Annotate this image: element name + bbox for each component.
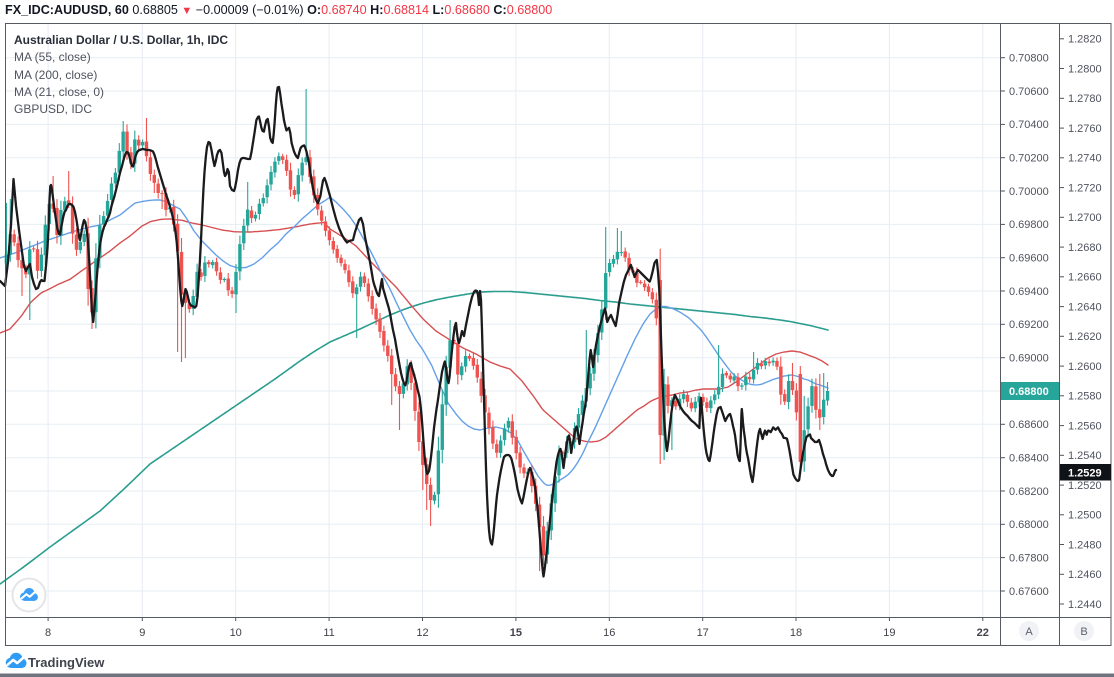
svg-text:A: A [1025,626,1033,638]
svg-text:0.70000: 0.70000 [1009,186,1049,198]
svg-text:0.70800: 0.70800 [1009,53,1049,65]
svg-text:1.2600: 1.2600 [1068,361,1102,373]
svg-text:1.2660: 1.2660 [1068,272,1102,284]
svg-text:1.2480: 1.2480 [1068,539,1102,551]
svg-text:B: B [1080,626,1087,638]
svg-text:0.68000: 0.68000 [1009,519,1049,531]
svg-text:1.2780: 1.2780 [1068,93,1102,105]
svg-text:0.70400: 0.70400 [1009,119,1049,131]
svg-text:15: 15 [510,627,522,639]
svg-text:1.2440: 1.2440 [1068,599,1102,611]
svg-text:11: 11 [323,627,334,639]
svg-text:1.2700: 1.2700 [1068,212,1102,224]
svg-text:0.67800: 0.67800 [1009,552,1049,564]
svg-text:0.69600: 0.69600 [1009,253,1049,265]
svg-text:12: 12 [416,627,428,639]
svg-text:0.69000: 0.69000 [1009,353,1049,365]
svg-text:0.68600: 0.68600 [1009,419,1049,431]
svg-text:16: 16 [603,627,615,639]
svg-text:10: 10 [230,627,242,639]
svg-text:1.2529: 1.2529 [1068,467,1102,479]
svg-text:22: 22 [977,627,989,639]
svg-text:1.2580: 1.2580 [1068,391,1102,403]
svg-text:0.69400: 0.69400 [1009,286,1049,298]
svg-text:0.68200: 0.68200 [1009,486,1049,498]
svg-text:1.2680: 1.2680 [1068,242,1102,254]
svg-text:0.69800: 0.69800 [1009,219,1049,231]
svg-text:1.2760: 1.2760 [1068,123,1102,135]
svg-text:1.2640: 1.2640 [1068,301,1102,313]
svg-text:1.2820: 1.2820 [1068,34,1102,46]
svg-text:0.70600: 0.70600 [1009,86,1049,98]
svg-text:1.2720: 1.2720 [1068,182,1102,194]
svg-text:1.2460: 1.2460 [1068,569,1102,581]
svg-text:1.2500: 1.2500 [1068,510,1102,522]
svg-text:8: 8 [45,627,51,639]
svg-text:0.69200: 0.69200 [1009,319,1049,331]
svg-text:1.2540: 1.2540 [1068,450,1102,462]
svg-text:1.2560: 1.2560 [1068,420,1102,432]
svg-text:1.2520: 1.2520 [1068,480,1102,492]
svg-text:1.2620: 1.2620 [1068,331,1102,343]
svg-text:0.68800: 0.68800 [1009,386,1049,398]
svg-text:0.68400: 0.68400 [1009,453,1049,465]
svg-text:18: 18 [790,627,802,639]
svg-text:9: 9 [139,627,145,639]
svg-text:17: 17 [697,627,709,639]
svg-text:0.70200: 0.70200 [1009,153,1049,165]
svg-text:TradingView: TradingView [28,655,105,670]
svg-text:0.67600: 0.67600 [1009,586,1049,598]
svg-text:19: 19 [883,627,895,639]
svg-text:1.2740: 1.2740 [1068,153,1102,165]
svg-text:1.2800: 1.2800 [1068,63,1102,75]
